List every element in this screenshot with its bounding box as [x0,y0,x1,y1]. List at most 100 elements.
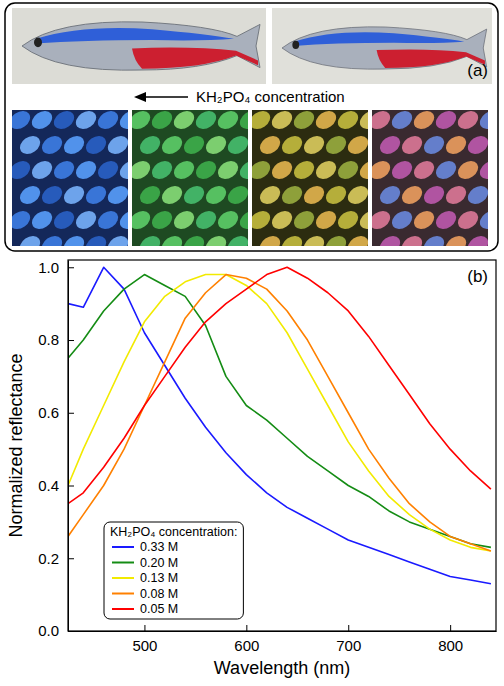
micrograph-cell [410,157,437,183]
legend-label: 0.20 M [140,556,178,570]
micrograph-cell [202,232,229,246]
micrograph-cell [442,132,469,158]
micrograph-cell [268,110,295,133]
series-line [68,267,491,503]
panel-a-frame [5,3,498,251]
micrograph-cell [116,157,128,183]
micrograph-cell [432,110,459,133]
micrograph-cell [170,110,197,133]
micrograph-cell [322,182,349,208]
micrograph-cell [356,207,368,233]
micrograph-cell [158,132,185,158]
y-tick: 0.8 [38,331,74,348]
arrow-line [142,96,188,98]
micrograph-cell [28,207,55,233]
micrograph-cell [334,157,361,183]
micrograph-cell [180,232,207,246]
micrograph-cell [366,182,368,208]
micrograph [372,110,488,246]
micrograph-cell [236,157,248,183]
series-line [68,275,491,548]
micrograph-cell [12,110,34,133]
micrograph-cell [50,157,77,183]
y-tick-label: 0.0 [38,622,59,639]
micrograph-cell [278,182,305,208]
micrograph-cell [442,232,469,246]
micrograph-cell [398,132,425,158]
micrograph-cell [442,182,469,208]
micrograph [132,110,248,246]
micrograph-cell [116,207,128,233]
micrograph-cell [454,110,481,133]
micrograph-cell [322,132,349,158]
micrograph-cell [290,207,317,233]
micrograph-cell [312,157,339,183]
micrograph-cell [60,132,87,158]
micrograph-cell [38,132,65,158]
micrograph-cell [192,157,219,183]
legend-title: KH₂PO₄ concentration: [110,525,237,539]
y-tick-label: 0.2 [38,550,59,567]
micrograph-cell [104,132,128,158]
figure: KH₂PO₄ concentration(a)5006007008000.00.… [0,0,504,686]
micrograph-cell [126,232,128,246]
micrograph-cell [300,232,327,246]
x-axis-line [69,631,497,632]
y-tick: 0.0 [38,622,74,639]
micrograph-cell [300,132,327,158]
legend-swatch [112,593,134,595]
micrograph-background [372,110,488,246]
micrograph-cell [476,207,488,233]
micrograph-cell [290,110,317,133]
micrograph-cell [60,182,87,208]
micrograph-cell [464,232,488,246]
y-tick-label: 1.0 [38,259,59,276]
micrograph-cell [214,157,241,183]
micrograph-cell [372,207,394,233]
y-tick-label: 0.4 [38,477,59,494]
legend-label: 0.08 M [140,587,178,601]
micrograph-cell [376,232,403,246]
micrograph-cell [464,132,488,158]
micrograph-cell [16,232,43,246]
micrograph-cell [136,182,163,208]
fish [282,27,487,69]
micrograph-cell [192,110,219,133]
micrograph-cell [214,110,241,133]
micrograph-cell [180,182,207,208]
micrograph-cell [148,157,175,183]
micrograph-cell [170,207,197,233]
y-axis: 0.00.20.40.60.81.0 [38,259,74,640]
micrograph-cell [72,110,99,133]
x-tick-mark [246,625,247,631]
micrograph [12,110,128,246]
lines [68,267,491,583]
y-tick: 0.4 [38,477,74,494]
panel-a: KH₂PO₄ concentration(a) [5,3,504,258]
panel-label: (b) [467,267,488,286]
micrograph-cell [300,182,327,208]
micrograph-background [132,110,248,246]
micrograph-cell [486,132,488,158]
micrograph-cell [60,232,87,246]
micrograph-cell [476,157,488,183]
fish-body [22,22,260,70]
micrograph-cell [420,132,447,158]
micrograph-cell [136,232,163,246]
micrograph-cell [344,182,368,208]
legend-label: 0.05 M [140,602,178,616]
y-tick-mark [68,631,74,632]
micrograph-cell [224,232,248,246]
legend-swatch [112,608,134,610]
micrograph-cell [202,182,229,208]
micrograph-cell [322,232,349,246]
micrograph-cell [252,207,274,233]
micrograph-cell [334,110,361,133]
micrograph-cell [256,232,283,246]
micrograph-cell [372,157,394,183]
x-tick-mark [348,625,349,631]
legend-label: 0.13 M [140,571,178,585]
micrograph-cell [28,110,55,133]
micrograph-cell [104,182,128,208]
series-line [68,275,491,551]
